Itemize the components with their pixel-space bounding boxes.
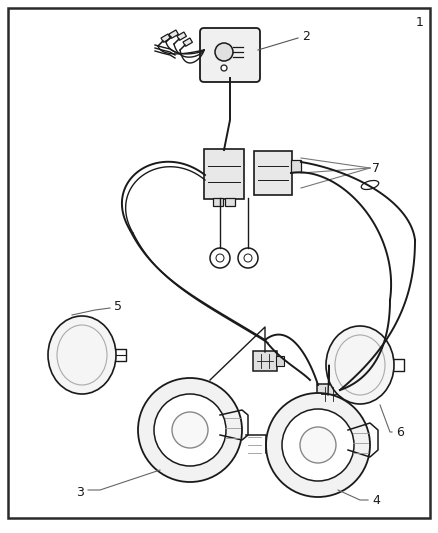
Text: 3: 3 <box>76 486 84 498</box>
Ellipse shape <box>48 316 116 394</box>
Text: 1: 1 <box>416 15 424 28</box>
Circle shape <box>221 65 227 71</box>
FancyBboxPatch shape <box>204 149 244 199</box>
Circle shape <box>172 412 208 448</box>
Bar <box>169 30 178 38</box>
Circle shape <box>154 394 226 466</box>
FancyBboxPatch shape <box>254 151 292 195</box>
Bar <box>213 198 223 206</box>
Circle shape <box>210 248 230 268</box>
Text: 6: 6 <box>396 425 404 439</box>
Circle shape <box>266 393 370 497</box>
Text: 7: 7 <box>372 161 380 174</box>
Circle shape <box>215 43 233 61</box>
Circle shape <box>138 378 242 482</box>
Circle shape <box>216 254 224 262</box>
Circle shape <box>300 427 336 463</box>
Bar <box>340 389 348 399</box>
Circle shape <box>282 409 354 481</box>
Bar <box>291 160 301 172</box>
FancyBboxPatch shape <box>317 384 341 404</box>
Ellipse shape <box>326 326 394 404</box>
Circle shape <box>238 248 258 268</box>
Text: 2: 2 <box>302 29 310 43</box>
Bar <box>225 198 235 206</box>
Text: 5: 5 <box>114 301 122 313</box>
Bar <box>161 34 170 42</box>
FancyBboxPatch shape <box>253 351 277 371</box>
Bar <box>276 356 284 366</box>
Circle shape <box>244 254 252 262</box>
Bar <box>177 32 187 41</box>
Bar <box>183 38 192 46</box>
Ellipse shape <box>361 181 379 190</box>
FancyBboxPatch shape <box>200 28 260 82</box>
Text: 4: 4 <box>372 494 380 506</box>
